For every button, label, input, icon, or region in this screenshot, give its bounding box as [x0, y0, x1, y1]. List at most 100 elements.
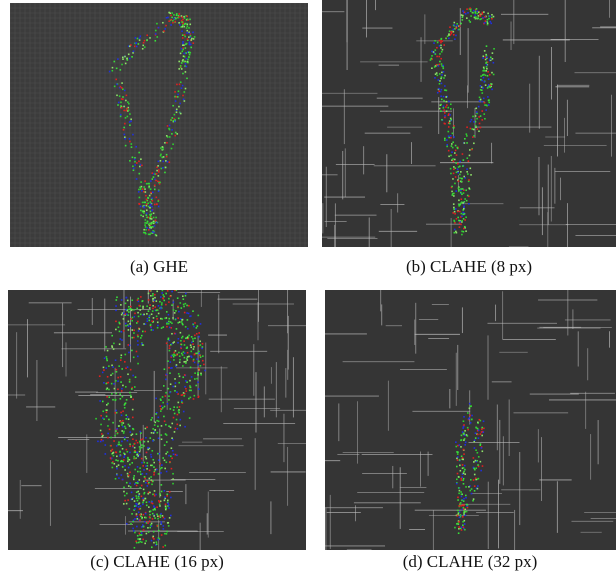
- feature-point: [139, 513, 141, 516]
- feature-point: [162, 528, 165, 530]
- feature-point: [134, 468, 137, 471]
- feature-point: [177, 393, 179, 395]
- feature-point: [175, 290, 178, 291]
- feature-point: [141, 344, 144, 346]
- feature-point: [183, 395, 186, 397]
- feature-point: [479, 419, 482, 422]
- feature-point: [440, 77, 442, 80]
- feature-point: [171, 133, 173, 135]
- feature-point: [130, 434, 133, 437]
- feature-point: [165, 24, 167, 27]
- feature-point: [142, 525, 145, 528]
- feature-point: [155, 173, 158, 175]
- feature-point: [444, 112, 446, 114]
- feature-point: [144, 323, 147, 325]
- feature-point: [436, 46, 438, 49]
- feature-point: [461, 508, 464, 511]
- feature-point: [146, 305, 148, 308]
- feature-point: [125, 296, 128, 299]
- feature-point: [183, 340, 185, 342]
- feature-point: [192, 323, 195, 326]
- feature-point: [451, 151, 453, 154]
- feature-point: [195, 384, 198, 387]
- feature-point: [475, 460, 478, 463]
- feature-point: [478, 96, 481, 99]
- feature-point: [481, 119, 484, 121]
- feature-point: [455, 154, 458, 156]
- feature-point: [441, 118, 443, 121]
- feature-point: [162, 297, 164, 299]
- feature-point: [454, 28, 456, 30]
- feature-point: [128, 378, 131, 381]
- feature-point: [153, 494, 156, 497]
- feature-point: [123, 126, 125, 129]
- feature-point: [470, 174, 472, 176]
- feature-point: [113, 440, 115, 442]
- feature-point: [157, 189, 160, 192]
- feature-point: [460, 439, 463, 441]
- feature-point: [460, 180, 463, 183]
- feature-point: [445, 106, 447, 108]
- feature-point: [485, 45, 488, 47]
- feature-point: [183, 52, 185, 55]
- feature-point: [127, 423, 130, 426]
- feature-point: [108, 418, 110, 421]
- feature-point: [118, 95, 121, 97]
- feature-point: [160, 434, 163, 436]
- feature-point: [481, 100, 483, 103]
- feature-point: [137, 315, 140, 318]
- feature-point: [444, 89, 446, 91]
- feature-point: [457, 522, 460, 525]
- feature-point: [184, 337, 187, 340]
- feature-point: [458, 28, 460, 31]
- feature-point: [157, 529, 160, 532]
- feature-point: [463, 189, 465, 191]
- feature-point: [125, 481, 128, 484]
- feature-point: [458, 186, 460, 188]
- feature-point: [197, 374, 199, 376]
- image-content: [10, 3, 308, 247]
- feature-point: [469, 485, 471, 487]
- feature-point: [474, 468, 476, 471]
- feature-point: [456, 210, 459, 213]
- feature-point: [150, 313, 153, 316]
- feature-point: [139, 337, 142, 339]
- feature-point: [143, 212, 145, 214]
- feature-point: [132, 445, 134, 447]
- caption: (c) CLAHE (16 px): [90, 552, 224, 571]
- feature-point: [455, 171, 458, 174]
- feature-point: [139, 534, 142, 536]
- feature-point: [201, 346, 204, 348]
- feature-point: [174, 427, 177, 430]
- feature-point: [190, 346, 193, 349]
- feature-point: [444, 74, 446, 77]
- feature-point: [136, 515, 139, 518]
- feature-point: [148, 316, 151, 319]
- feature-point: [461, 188, 464, 190]
- feature-point: [192, 38, 195, 40]
- feature-point: [171, 117, 174, 119]
- feature-point: [149, 510, 152, 512]
- feature-point: [181, 402, 184, 404]
- feature-point: [468, 179, 470, 181]
- feature-point: [150, 213, 153, 215]
- feature-point: [192, 340, 194, 343]
- feature-point: [167, 525, 170, 527]
- feature-point: [150, 225, 152, 228]
- feature-point: [171, 285, 173, 287]
- feature-point: [165, 452, 167, 455]
- feature-point: [179, 358, 181, 361]
- feature-point: [479, 443, 482, 445]
- feature-point: [183, 356, 186, 359]
- feature-point: [137, 43, 140, 45]
- feature-point: [151, 231, 154, 233]
- feature-point: [155, 300, 158, 302]
- feature-point: [158, 501, 161, 504]
- feature-point: [477, 465, 480, 468]
- feature-point: [175, 96, 178, 98]
- feature-point: [190, 46, 193, 49]
- feature-point: [143, 492, 145, 495]
- feature-point: [127, 418, 130, 421]
- feature-point: [434, 53, 437, 55]
- feature-point: [170, 355, 173, 357]
